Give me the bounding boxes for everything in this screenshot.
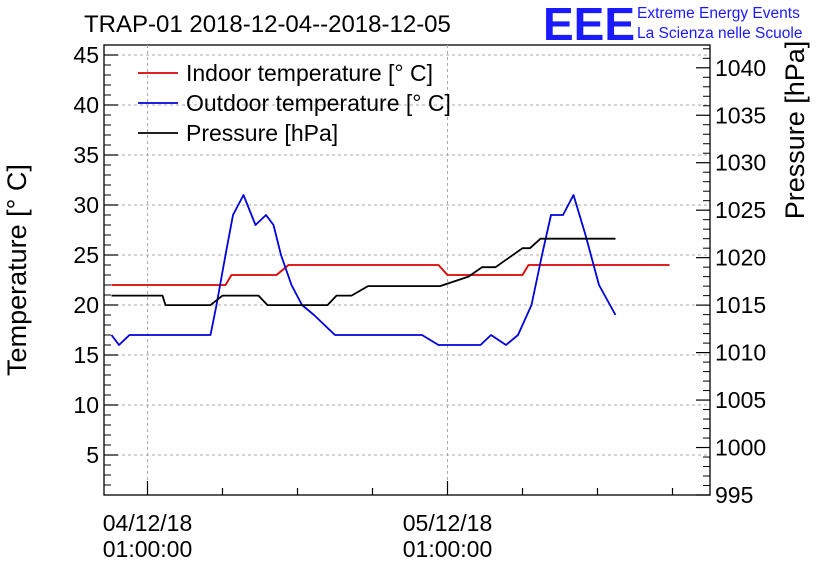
brand-line-1: Extreme Energy Events [637, 5, 800, 22]
right-tick-label: 1015 [715, 292, 766, 318]
right-tick-label: 1040 [715, 55, 766, 81]
eee-brand: EEE Extreme Energy Events La Scienza nel… [543, 0, 802, 50]
right-axis-title: Pressure [hPa] [780, 41, 810, 220]
x-tick-date: 05/12/18 [403, 510, 493, 536]
left-tick-label: 5 [86, 442, 99, 468]
left-tick-label: 15 [73, 342, 99, 368]
left-tick-label: 20 [73, 292, 99, 318]
right-tick-label: 1005 [715, 387, 766, 413]
brand-line-2: La Scienza nelle Scuole [637, 25, 802, 42]
right-y-axis: 995 1000 1005 1010 1015 1020 1025 1030 1035 1040 [696, 48, 766, 508]
right-tick-label: 1020 [715, 245, 766, 271]
left-axis-title: Temperature [° C] [2, 164, 32, 376]
series-line-2 [110, 194, 617, 346]
series-lines [110, 194, 670, 346]
right-tick-label: 995 [715, 482, 753, 508]
left-y-axis: 5 10 15 20 25 30 35 40 45 [73, 42, 118, 486]
x-tick-time: 01:00:00 [103, 536, 193, 562]
right-tick-label: 1035 [715, 102, 766, 128]
plot-frame [103, 44, 711, 496]
right-tick-label: 1010 [715, 340, 766, 366]
series-line-3 [111, 237, 616, 307]
eee-logo: EEE [543, 0, 635, 50]
left-tick-label: 40 [73, 92, 99, 118]
left-tick-label: 45 [73, 42, 99, 68]
left-tick-label: 30 [73, 192, 99, 218]
legend-label: Indoor temperature [° C] [186, 60, 433, 86]
left-tick-label: 10 [73, 392, 99, 418]
left-tick-label: 35 [73, 142, 99, 168]
legend-label: Pressure [hPa] [186, 120, 338, 146]
left-tick-label: 25 [73, 242, 99, 268]
x-tick-time: 01:00:00 [403, 536, 493, 562]
x-tick-date: 04/12/18 [103, 510, 193, 536]
legend-label: Outdoor temperature [° C] [186, 90, 451, 116]
right-tick-label: 1025 [715, 197, 766, 223]
chart-title: TRAP-01 2018-12-04--2018-12-05 [84, 11, 451, 38]
right-tick-label: 1030 [715, 150, 766, 176]
grid-lines [104, 45, 710, 495]
right-tick-label: 1000 [715, 435, 766, 461]
legend: Indoor temperature [° C] Outdoor temperat… [138, 60, 451, 146]
series-line-1 [111, 264, 670, 286]
